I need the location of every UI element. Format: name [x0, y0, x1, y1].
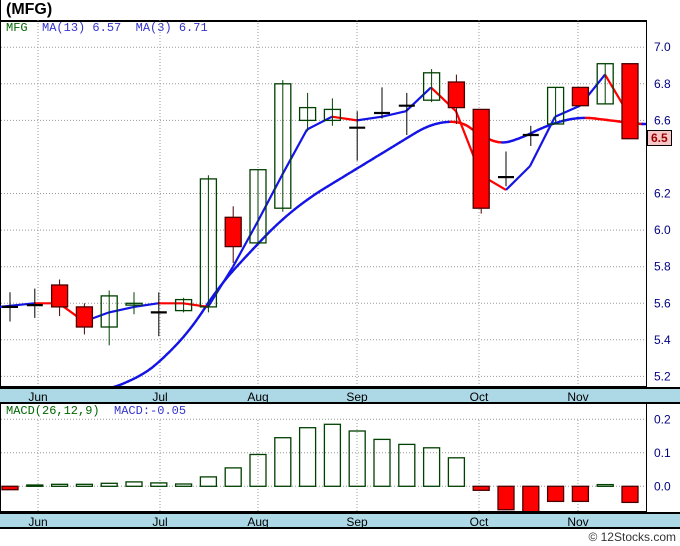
svg-text:0.0: 0.0: [654, 479, 671, 493]
svg-text:0.2: 0.2: [654, 412, 671, 426]
svg-text:0.1: 0.1: [654, 446, 671, 460]
